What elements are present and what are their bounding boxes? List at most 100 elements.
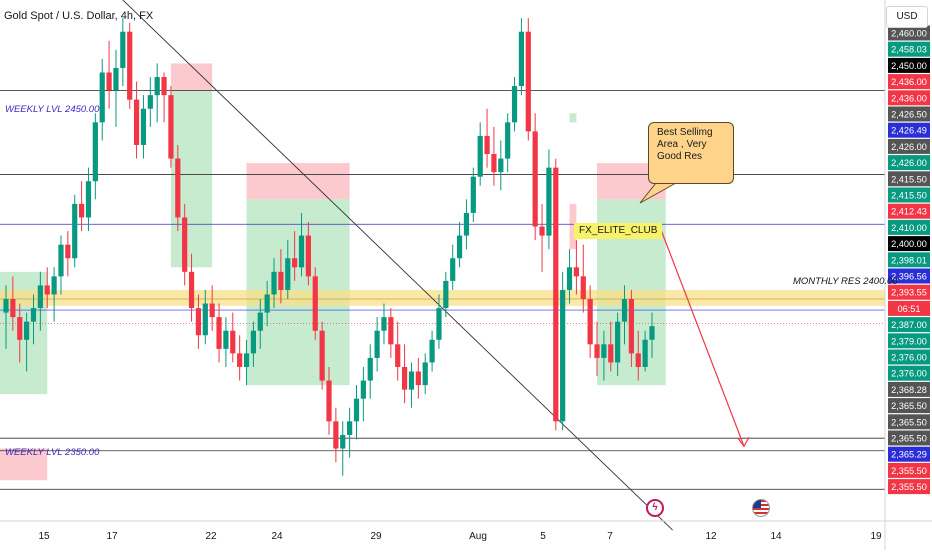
callout-line-3: Good Res: [657, 151, 703, 162]
price-axis-label: 2,426.00: [891, 142, 927, 152]
candle-body: [168, 95, 174, 159]
price-axis-label: 2,376.00: [891, 353, 927, 363]
candle-body: [642, 339, 648, 367]
price-axis-label-bg: [888, 106, 930, 122]
candle-body: [374, 330, 380, 358]
price-axis-label-bg: [888, 252, 930, 268]
candle-body: [319, 330, 325, 381]
loss-zone: [569, 203, 577, 250]
price-axis-label-bg: [888, 268, 930, 284]
candle-body: [292, 258, 298, 268]
price-axis-label: 2,393.55: [891, 288, 927, 298]
candle-body: [422, 362, 428, 386]
candle-body: [401, 366, 408, 390]
candle-body: [594, 344, 600, 358]
price-axis-label: 2,460.00: [891, 29, 927, 39]
candle-body: [264, 294, 270, 313]
currency-selector[interactable]: USD: [886, 6, 928, 28]
price-axis-label-bg: [888, 398, 930, 414]
candle-body: [532, 131, 538, 227]
callout-line-2: Area , Very: [657, 139, 707, 150]
candle-body: [580, 276, 586, 300]
candle-body: [250, 330, 257, 354]
price-axis-label: 2,436.00: [891, 77, 927, 87]
candle-body: [477, 135, 483, 177]
price-axis-label: 2,426.00: [891, 158, 927, 168]
candle-body: [573, 267, 580, 277]
us-flag-icon[interactable]: [752, 499, 770, 517]
candle-body: [120, 31, 126, 68]
candle-body: [298, 235, 305, 268]
candle-body: [271, 271, 277, 295]
candle-body: [505, 122, 511, 159]
candle-body: [518, 31, 525, 87]
event-bolt-icon[interactable]: ϟ: [646, 499, 664, 517]
candle-body: [230, 330, 236, 354]
price-axis-label: 2,426.50: [891, 110, 927, 120]
price-axis-label-bg: [888, 171, 930, 187]
candle-body: [216, 317, 222, 349]
candle-body: [78, 203, 85, 218]
price-axis-label: 06:51: [898, 304, 921, 314]
loss-zone: [0, 448, 48, 481]
time-axis-label: 15: [38, 531, 50, 542]
candle-body: [367, 357, 373, 381]
price-axis-label-bg: [888, 90, 930, 106]
candle-body: [106, 72, 112, 91]
price-axis-label-bg: [888, 57, 930, 73]
candle-body: [415, 371, 421, 386]
candle-body: [65, 244, 71, 259]
candle-body: [450, 258, 456, 281]
candle-body: [525, 31, 531, 132]
price-axis-label-bg: [888, 349, 930, 365]
time-axis-label: 19: [870, 531, 882, 542]
time-axis-label: Aug: [469, 531, 487, 542]
price-axis-label-bg: [888, 446, 930, 462]
price-axis-label: 2,412.43: [891, 207, 927, 217]
loss-zone: [170, 63, 213, 91]
price-axis-label-bg: [888, 187, 930, 203]
candle-body: [312, 276, 318, 331]
candle-body: [127, 31, 133, 100]
time-axis-label: 14: [770, 531, 782, 542]
price-axis-label-bg: [888, 479, 930, 495]
price-axis-label: 2,365.50: [891, 434, 927, 444]
candle-body: [51, 276, 57, 295]
candle-body: [182, 217, 188, 272]
candle-body: [195, 308, 202, 336]
candle-body: [511, 86, 518, 123]
brand-tag: FX_ELITE_CLUB: [574, 223, 663, 239]
price-axis-label: 2,365.29: [891, 450, 927, 460]
callout-pointer: [639, 182, 677, 204]
candle-body: [3, 299, 9, 313]
price-axis-label: 2,450.00: [891, 61, 927, 71]
candle-body: [456, 235, 463, 259]
price-axis-label: 2,376.00: [891, 369, 927, 379]
price-axis-label: 2,379.00: [891, 336, 927, 346]
price-axis-label-bg: [888, 25, 930, 41]
candle-body: [44, 285, 50, 295]
candle-body: [175, 158, 181, 218]
candle-body: [539, 226, 545, 236]
candle-body: [608, 344, 614, 363]
price-axis-label-bg: [888, 381, 930, 397]
candle-body: [147, 95, 153, 109]
callout-line-1: Best Sellimg: [657, 127, 713, 138]
candle-body: [154, 77, 160, 96]
candle-body: [37, 285, 43, 309]
candle-body: [305, 235, 311, 277]
time-axis-label: 29: [370, 531, 382, 542]
time-axis-label: 12: [705, 531, 717, 542]
monthly-res-label: MONTHLY RES 2400.00: [793, 276, 898, 287]
candle-body: [615, 321, 621, 363]
candle-body: [353, 398, 360, 422]
time-axis-label: 17: [106, 531, 118, 542]
candle-body: [560, 289, 566, 422]
candle-body: [566, 267, 573, 290]
candle-body: [133, 99, 140, 145]
candle-body: [278, 271, 284, 290]
trend-line: [122, 0, 673, 531]
weekly-high-label: WEEKLY LVL 2450.00: [5, 104, 100, 115]
